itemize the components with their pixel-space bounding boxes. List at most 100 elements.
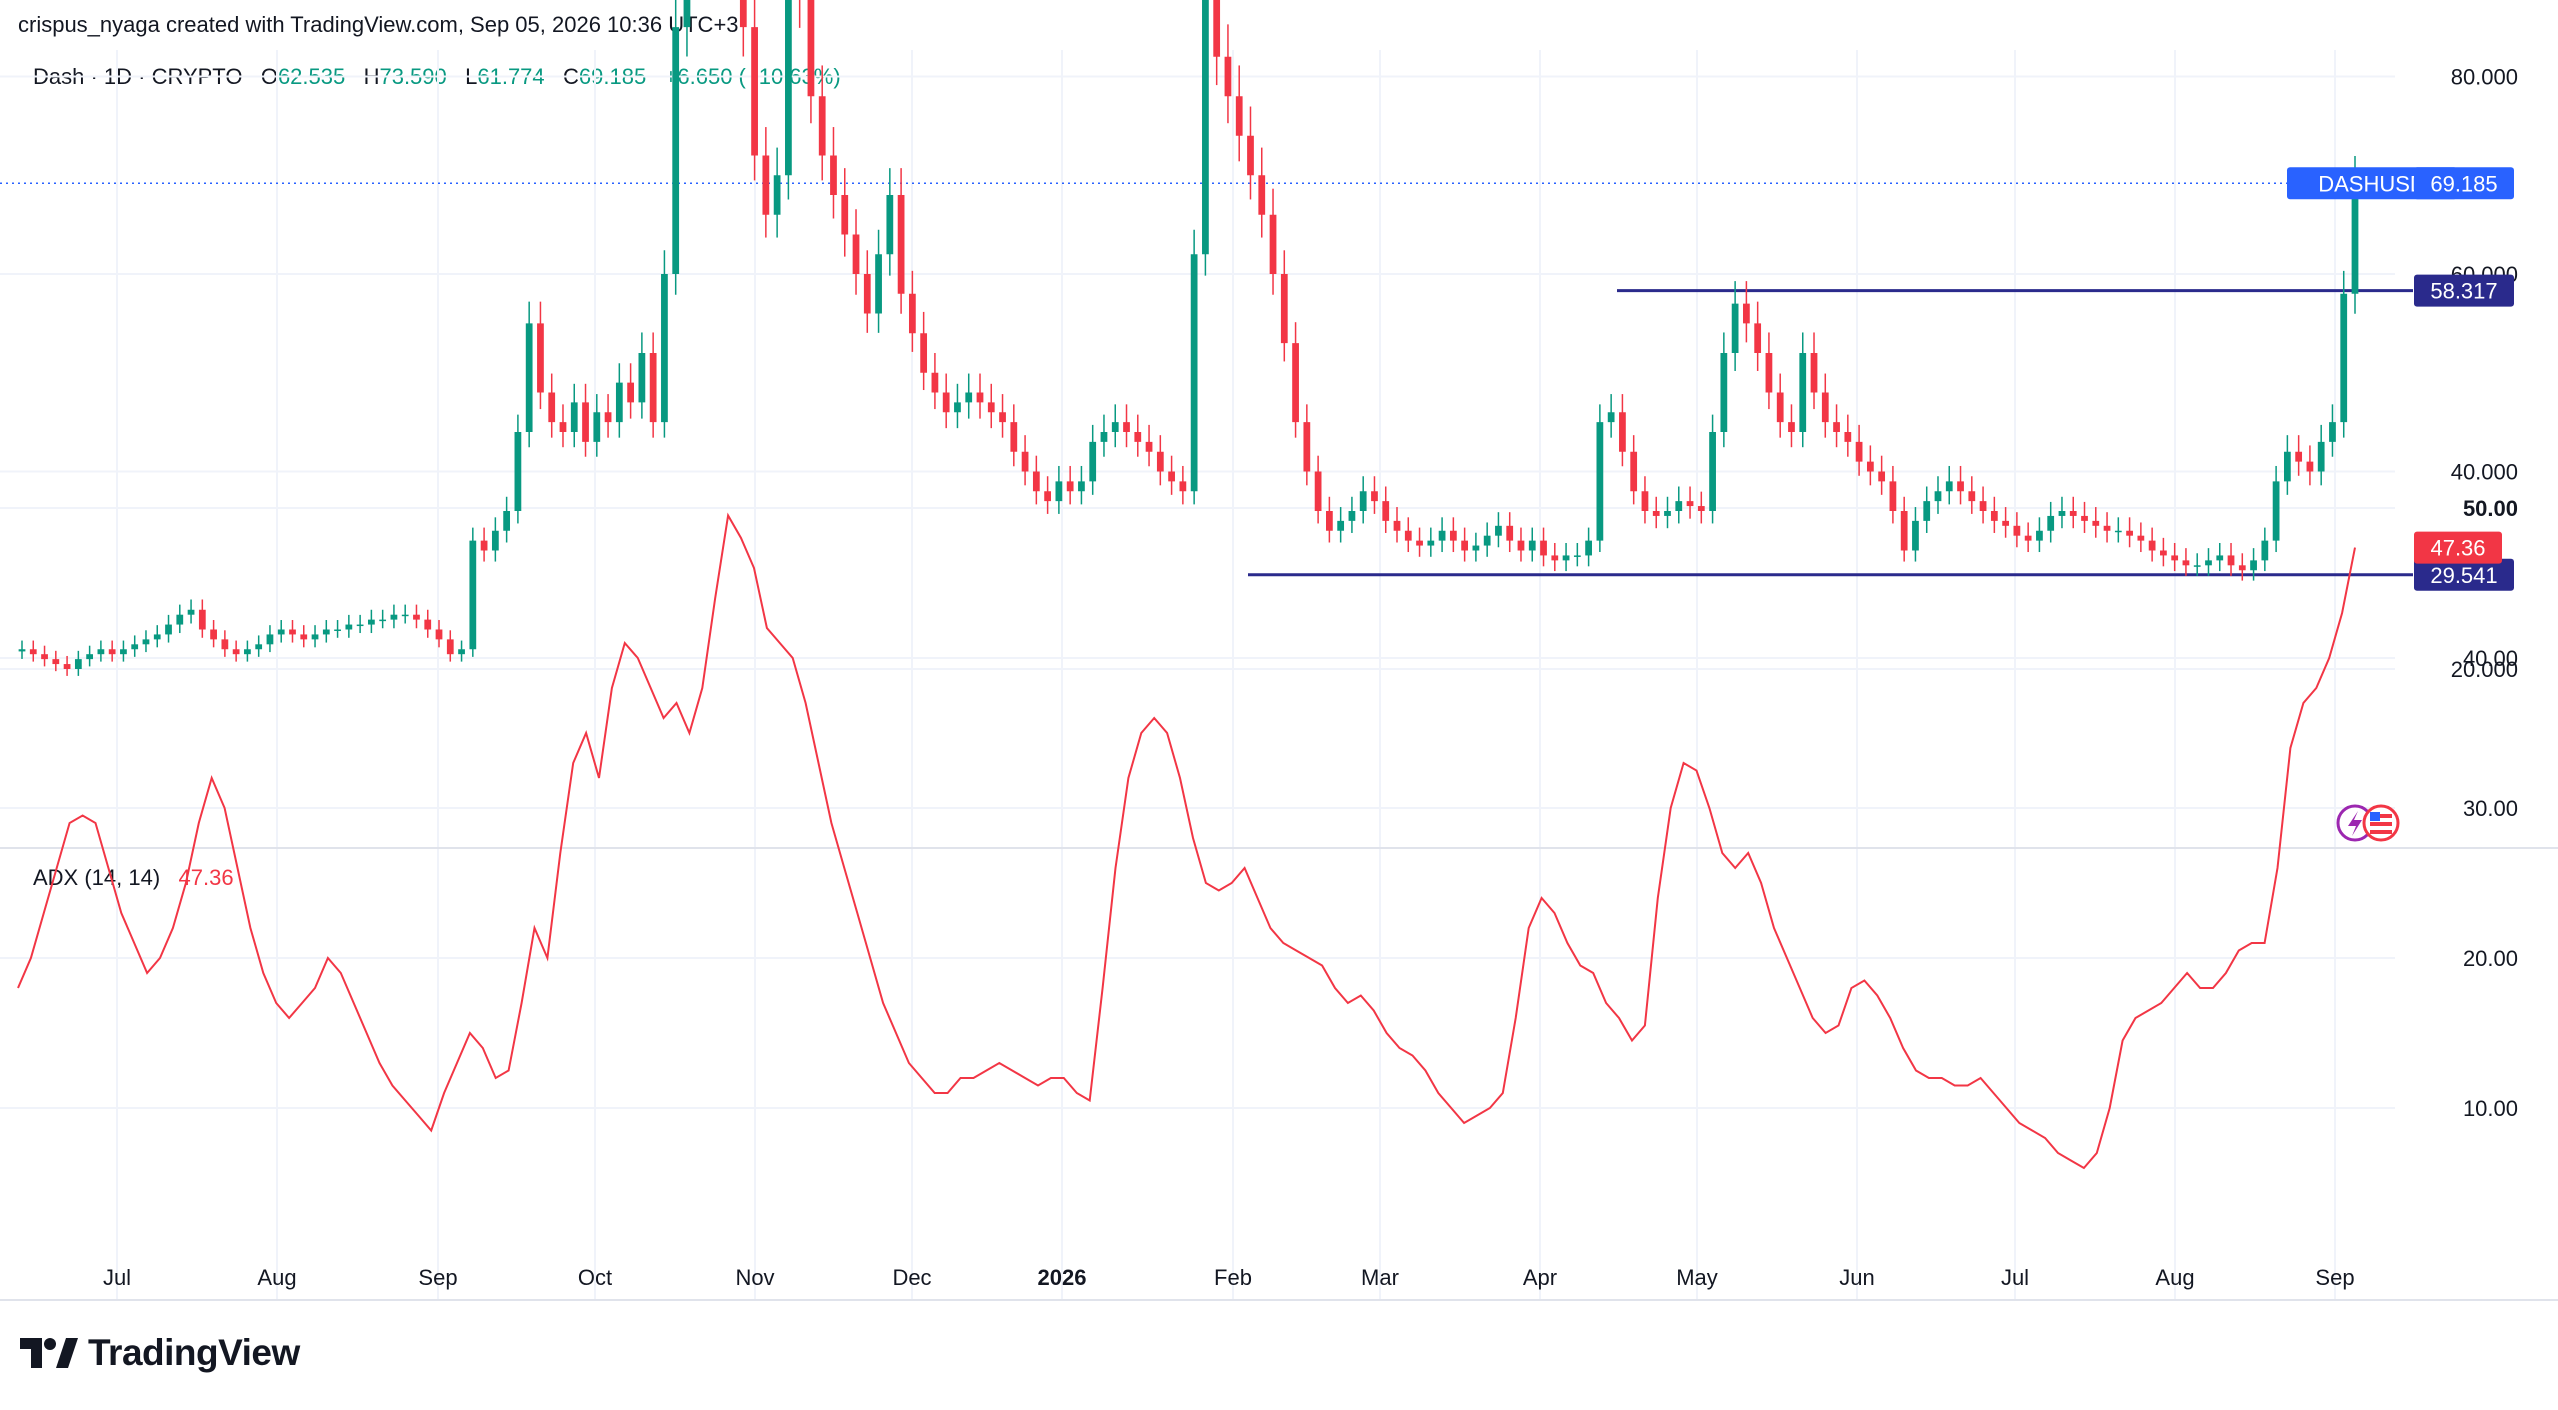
candle-body — [1416, 540, 1423, 546]
candle-body — [1483, 535, 1491, 546]
candle-body — [1303, 422, 1311, 472]
y-tick-label: 40.000 — [2451, 460, 2518, 485]
candle-body — [424, 619, 432, 630]
candle-body — [1923, 501, 1931, 521]
candle-body — [2024, 535, 2032, 541]
candle-body — [1720, 353, 1728, 432]
candle-body — [2013, 525, 2021, 536]
candle-body — [86, 654, 94, 660]
candle-body — [289, 629, 296, 635]
candle-body — [74, 659, 82, 669]
candle-body — [503, 511, 511, 531]
candle-body — [1630, 451, 1638, 492]
candle-body — [2283, 451, 2291, 482]
support-badge-bg — [2414, 558, 2514, 591]
candle-body — [458, 649, 465, 655]
candle-body — [582, 402, 589, 442]
candle-body — [807, 0, 815, 97]
candle-body — [1743, 303, 1750, 324]
candle-body — [1168, 471, 1175, 482]
candle-body — [176, 614, 184, 625]
candle-body — [1145, 441, 1153, 452]
flag-stripe — [2370, 822, 2392, 826]
candle-body — [2182, 560, 2190, 566]
candle-body — [1889, 481, 1897, 511]
candle-body — [1709, 432, 1716, 511]
candle-body — [2193, 565, 2201, 567]
candle-body — [965, 392, 973, 403]
candle-body — [2227, 555, 2235, 566]
flag-icons[interactable] — [2336, 804, 2400, 842]
candle-body — [52, 659, 60, 665]
candle-body — [1032, 471, 1040, 492]
candle-body — [1224, 56, 1232, 97]
candle-body — [785, 0, 792, 176]
candle-body — [931, 372, 939, 393]
candle-body — [368, 619, 375, 625]
x-tick-label: Sep — [418, 1265, 457, 1290]
candle-body — [548, 392, 556, 423]
candle-body — [1675, 501, 1683, 511]
tradingview-logo-text: TradingView — [88, 1332, 300, 1373]
resistance-badge-text: 58.317 — [2430, 279, 2497, 304]
candle-body — [97, 649, 105, 655]
candle-body — [649, 353, 657, 423]
candle-body — [1055, 481, 1063, 502]
last-price-badge[interactable]: 69.185 — [2414, 167, 2514, 200]
candle-body — [2261, 540, 2269, 561]
candle-body — [875, 254, 882, 314]
candle-body — [29, 649, 37, 655]
adx-series — [17, 512, 2356, 1170]
candle-body — [559, 422, 567, 432]
candle-body — [1776, 392, 1784, 423]
support-badge[interactable]: 29.541 — [2414, 558, 2514, 591]
candle-body — [1596, 422, 1604, 541]
candle-body — [1641, 491, 1649, 511]
adx-value-badge[interactable]: 47.36 — [2414, 531, 2502, 564]
symbol-badge-text: DASHUSD — [2318, 171, 2426, 196]
candle-body — [1438, 530, 1446, 541]
tradingview-logo[interactable]: TradingView — [20, 1332, 300, 1374]
candlestick-series — [18, 0, 2359, 676]
candle-body — [1573, 555, 1581, 557]
y-tick-label: 80.000 — [2451, 65, 2518, 90]
candle-body — [863, 274, 871, 314]
candle-body — [1190, 254, 1198, 492]
candle-body — [1156, 451, 1164, 472]
candle-body — [187, 609, 195, 615]
candle-body — [2329, 422, 2336, 442]
resistance-badge[interactable]: 58.317 — [2414, 274, 2514, 307]
candle-body — [1968, 491, 1976, 502]
candle-body — [2160, 550, 2167, 556]
x-tick-label: May — [1676, 1265, 1718, 1290]
candle-body — [165, 624, 172, 635]
candle-body — [311, 634, 319, 640]
candle-body — [2351, 183, 2359, 294]
candle-body — [1878, 471, 1886, 482]
candle-body — [1247, 135, 1254, 176]
candle-body — [2250, 560, 2257, 571]
chart-canvas[interactable]: 20.00040.00060.00080.000100.000120.00014… — [0, 0, 2558, 1310]
candle-body — [1393, 520, 1401, 531]
grid-layer — [0, 50, 2395, 1300]
candle-body — [1021, 451, 1029, 472]
candle-body — [379, 619, 387, 622]
attribution-text: crispus_nyaga created with TradingView.c… — [18, 12, 739, 37]
candle-body — [908, 293, 916, 334]
candle-body — [198, 609, 206, 630]
candle-body — [897, 195, 905, 294]
candle-body — [1472, 545, 1480, 551]
candle-body — [1235, 96, 1243, 136]
adx-y-tick-label: 40.00 — [2463, 646, 2518, 671]
candle-body — [108, 649, 116, 655]
candle-body — [1078, 481, 1085, 492]
candle-body — [2272, 481, 2280, 541]
candle-body — [1912, 520, 1919, 551]
candle-body — [1314, 471, 1322, 511]
candle-body — [1855, 441, 1863, 462]
candle-body — [1010, 422, 1018, 452]
candle-body — [2148, 540, 2156, 551]
candle-body — [525, 323, 533, 432]
candle-body — [401, 614, 409, 617]
